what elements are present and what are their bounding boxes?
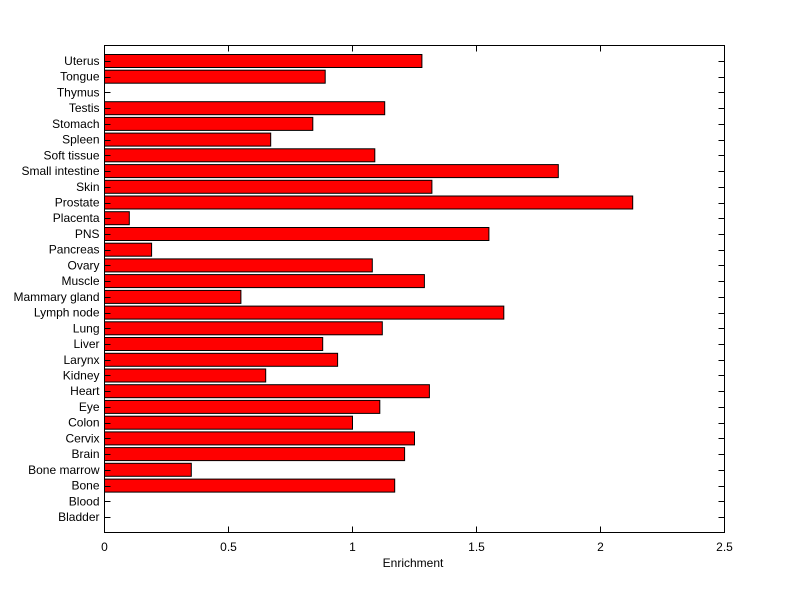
x-tick-label: 1.5: [468, 540, 485, 554]
y-tick-label: Mammary gland: [13, 290, 99, 304]
y-tick-label: Colon: [68, 416, 99, 430]
bar-pns: [104, 227, 490, 241]
bar-ovary: [104, 258, 373, 273]
bar-colon: [104, 415, 353, 430]
bar-soft-tissue: [104, 148, 376, 163]
y-tick-label: Placenta: [53, 211, 100, 225]
bar-heart: [104, 384, 430, 399]
y-tick-label: Brain: [71, 447, 99, 461]
y-tick-label: Small intestine: [21, 164, 99, 178]
bar-larynx: [104, 352, 339, 367]
bar-small-intestine: [104, 164, 559, 179]
bar-brain: [104, 447, 406, 462]
y-tick-label: Lymph node: [34, 306, 100, 320]
y-tick-label: Testis: [69, 101, 100, 115]
y-tick-label: PNS: [75, 227, 100, 241]
bar-liver: [104, 337, 324, 351]
y-tick-label: Skin: [76, 180, 99, 194]
x-tick-label: 2: [597, 540, 604, 554]
y-tick-label: Kidney: [63, 368, 100, 382]
y-tick-label: Thymus: [57, 85, 100, 99]
bar-bone-marrow: [104, 462, 192, 477]
y-tick-label: Heart: [70, 384, 100, 398]
bar-mammary-gland: [104, 289, 242, 304]
x-tick-label: 2.5: [716, 540, 733, 554]
y-tick-label: Liver: [73, 337, 99, 351]
y-tick-label: Spleen: [62, 133, 99, 147]
x-tick-label: 0: [101, 540, 108, 554]
ticks: [104, 45, 725, 533]
y-tick-label: Cervix: [65, 431, 99, 445]
x-axis-label: Enrichment: [383, 556, 444, 570]
bar-stomach: [104, 116, 314, 131]
y-tick-label: Soft tissue: [43, 148, 99, 162]
y-tick-label: Prostate: [55, 196, 100, 210]
x-tick-labels: 0 0.5 1 1.5 2 2.5: [101, 540, 733, 554]
bar-lung: [104, 321, 383, 336]
y-tick-label: Tongue: [60, 70, 100, 84]
bar-testis: [104, 101, 386, 116]
y-tick-label: Eye: [79, 400, 100, 414]
y-tick-label: Blood: [69, 494, 100, 508]
y-tick-label: Larynx: [63, 353, 99, 367]
bar-skin: [104, 179, 433, 194]
x-tick-label: 0.5: [220, 540, 237, 554]
bar-prostate: [104, 195, 634, 210]
y-tick-label: Muscle: [61, 274, 99, 288]
bar-eye: [104, 399, 381, 414]
bars: [104, 54, 634, 493]
bar-spleen: [104, 132, 272, 147]
bar-muscle: [104, 274, 425, 289]
y-tick-label: Ovary: [67, 258, 99, 272]
y-tick-label: Pancreas: [49, 243, 100, 257]
bar-kidney: [104, 368, 267, 383]
y-tick-label: Bladder: [58, 510, 99, 524]
y-tick-label: Stomach: [52, 117, 99, 131]
x-tick-label: 1: [349, 540, 356, 554]
plot-frame: [104, 45, 725, 533]
bar-pancreas: [104, 242, 153, 257]
y-tick-label: Lung: [73, 321, 100, 335]
bar-cervix: [104, 431, 415, 446]
bar-uterus: [104, 54, 423, 68]
y-tick-label: Uterus: [64, 54, 99, 68]
bar-lymph-node: [104, 305, 505, 320]
bar-bone: [104, 478, 396, 493]
y-tick-label: Bone: [71, 479, 99, 493]
bar-tongue: [104, 69, 326, 84]
y-tick-label: Bone marrow: [28, 463, 100, 477]
